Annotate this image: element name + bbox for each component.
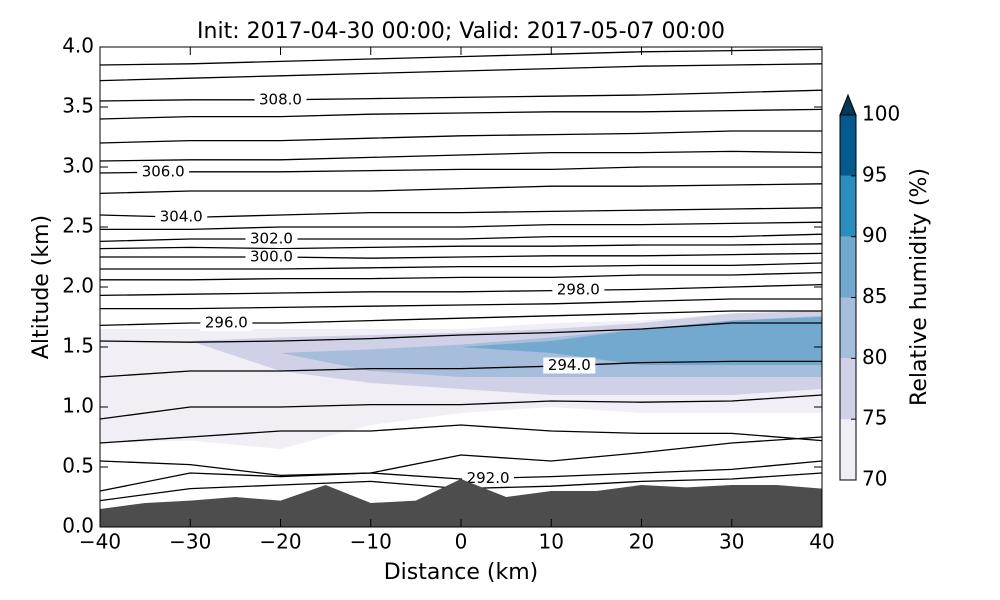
colorbar-tick-label: 95 <box>862 162 887 186</box>
y-tick-label: 1.0 <box>62 394 94 418</box>
colorbar-tick-label: 100 <box>862 102 900 126</box>
contour-label: 298.0 <box>557 281 600 299</box>
y-tick-label: 2.5 <box>62 214 94 238</box>
contour-label: 308.0 <box>259 90 302 108</box>
contour-line <box>100 252 822 259</box>
colorbar-label: Relative humidity (%) <box>907 168 932 406</box>
contour-line <box>100 262 822 270</box>
contour-line <box>100 130 822 144</box>
contour-line <box>100 322 822 343</box>
contour-label-bg <box>200 315 253 331</box>
colorbar-band <box>840 115 856 176</box>
contour-line <box>100 166 822 174</box>
terrain <box>100 479 822 527</box>
y-tick-label: 3.0 <box>62 154 94 178</box>
y-tick-label: 0.5 <box>62 454 94 478</box>
y-tick-label: 0.0 <box>62 514 94 538</box>
contour-label-bg <box>462 470 515 487</box>
x-tick-label: −40 <box>79 530 121 554</box>
x-axis-label: Distance (km) <box>384 560 539 585</box>
contour-line <box>100 424 822 444</box>
contour-line <box>100 283 822 297</box>
contour-line <box>100 360 822 378</box>
contour-line <box>100 108 822 120</box>
x-tick-label: 10 <box>539 530 564 554</box>
contour-line <box>100 233 822 243</box>
colorbar-tick-label: 85 <box>862 284 887 308</box>
y-axis-label: Altitude (km) <box>29 215 54 359</box>
contour-label: 292.0 <box>467 469 510 487</box>
x-tick-label: −20 <box>259 530 301 554</box>
contour-label-bg <box>254 91 307 108</box>
contour-line <box>100 221 822 231</box>
contour-line <box>100 436 822 477</box>
contour-label: 304.0 <box>160 208 203 226</box>
y-tick-label: 3.5 <box>62 94 94 118</box>
x-tick-label: 0 <box>455 530 468 554</box>
y-tick-label: 1.5 <box>62 334 94 358</box>
contour-label: 294.0 <box>548 356 591 374</box>
contour-label-bg <box>137 164 190 181</box>
contour-line <box>100 243 822 250</box>
contour-label: 302.0 <box>250 230 293 248</box>
contour-label: 296.0 <box>205 314 248 332</box>
colorbar-band <box>840 236 856 298</box>
contour-line <box>100 89 822 102</box>
colorbar-band <box>840 297 856 359</box>
colorbar-band <box>840 419 856 480</box>
y-tick-label: 2.0 <box>62 274 94 298</box>
contour-label-bg <box>245 249 298 265</box>
contour-line <box>100 207 822 219</box>
contour-line <box>100 394 822 420</box>
contour-label-bg <box>552 282 605 299</box>
chart-title: Init: 2017-04-30 00:00; Valid: 2017-05-0… <box>197 19 725 44</box>
x-tick-label: 20 <box>629 530 654 554</box>
y-tick-label: 4.0 <box>62 34 94 58</box>
x-tick-label: 40 <box>809 530 834 554</box>
colorbar-tick-label: 70 <box>862 467 887 491</box>
contour-label-bg <box>245 231 298 247</box>
x-tick-label: −30 <box>169 530 211 554</box>
contour-line <box>100 298 822 310</box>
contour-label-bg <box>543 357 596 374</box>
contour-line <box>100 48 822 66</box>
colorbar-tick-label: 80 <box>862 345 887 369</box>
contour-label: 306.0 <box>142 163 185 181</box>
contour-label: 300.0 <box>250 248 293 266</box>
colorbar-band <box>840 175 856 237</box>
contour-label-bg <box>155 209 208 226</box>
colorbar-tick-label: 90 <box>862 223 887 247</box>
colorbar-extend <box>839 93 857 116</box>
contour-line <box>100 183 822 195</box>
contour-line <box>100 271 822 281</box>
colorbar-band <box>840 358 856 420</box>
x-tick-label: 30 <box>719 530 744 554</box>
contour-line <box>100 63 822 82</box>
colorbar-tick-label: 75 <box>862 406 887 430</box>
x-tick-label: −10 <box>350 530 392 554</box>
contour-line <box>100 150 822 162</box>
